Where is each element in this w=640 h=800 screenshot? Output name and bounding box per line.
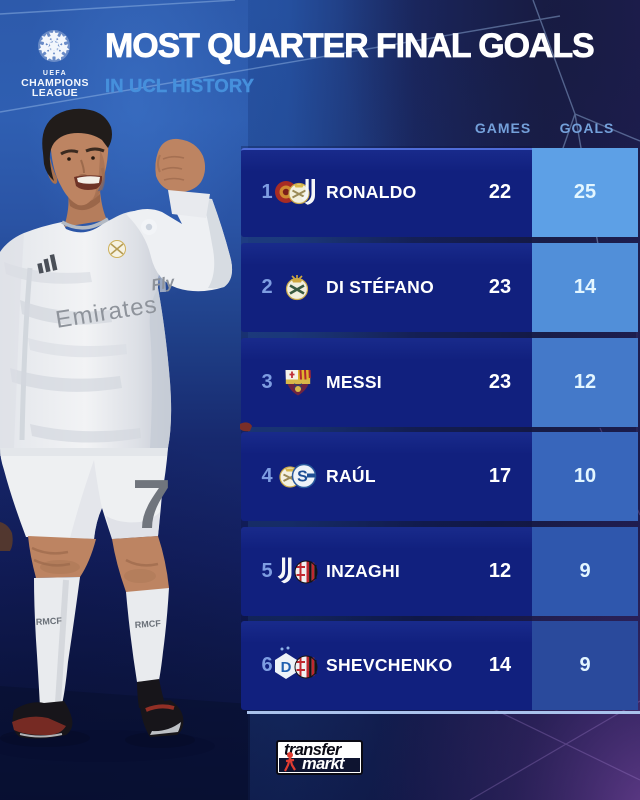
svg-text:D: D xyxy=(281,659,292,676)
svg-text:RMCF: RMCF xyxy=(134,618,161,630)
svg-text:S: S xyxy=(297,469,308,486)
svg-text:CHAMPIONS: CHAMPIONS xyxy=(21,77,89,89)
svg-text:Fly: Fly xyxy=(150,274,177,295)
svg-text:RMCF: RMCF xyxy=(36,616,63,627)
svg-text:7: 7 xyxy=(132,465,171,543)
svg-text:LEAGUE: LEAGUE xyxy=(32,87,78,99)
svg-text:UEFA: UEFA xyxy=(43,70,67,77)
